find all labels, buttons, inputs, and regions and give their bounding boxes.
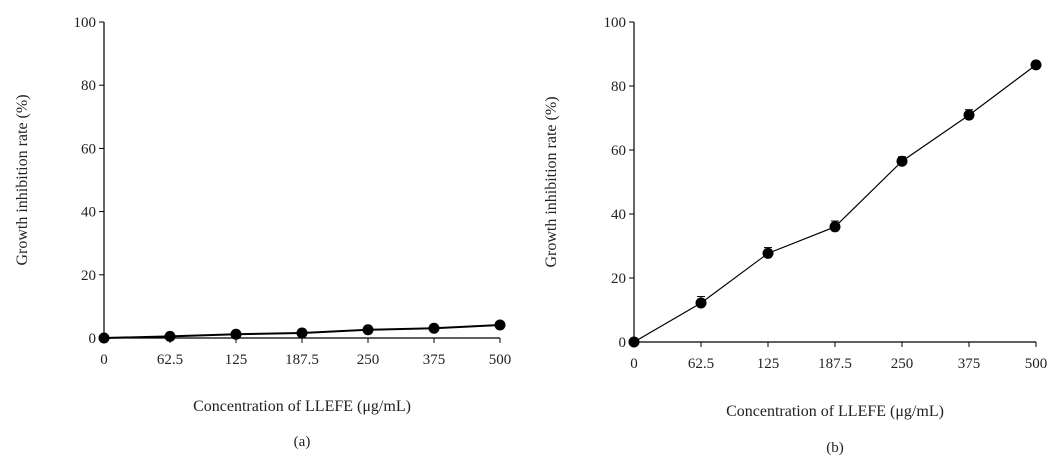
y-tick-label: 0 [89,331,97,347]
y-tick-label: 100 [604,15,627,31]
x-tick-label: 62.5 [157,352,183,368]
data-point [428,322,440,334]
y-tick-label: 20 [611,271,626,287]
y-tick-label: 100 [74,15,97,31]
x-tick-label: 250 [891,356,914,372]
data-point [1030,59,1042,71]
data-point [628,336,640,348]
data-point [98,332,110,344]
x-axis-title: Concentration of LLEFE (μg/mL) [726,403,944,420]
data-point [896,155,908,167]
y-tick-label: 80 [81,78,96,94]
y-tick-label: 40 [81,205,96,221]
panel-label: (b) [826,440,844,456]
data-point [762,247,774,259]
x-tick-label: 62.5 [688,356,714,372]
y-tick-label: 80 [611,79,626,95]
y-tick-label: 40 [611,207,626,223]
y-axis-title: Growth inhibition rate (%) [14,94,31,265]
x-tick-label: 187.5 [818,356,852,372]
y-tick-label: 0 [619,335,627,351]
data-point [695,297,707,309]
x-tick-label: 125 [225,352,248,368]
x-tick-label: 500 [489,352,512,368]
y-tick-label: 60 [611,143,626,159]
x-tick-label: 500 [1025,356,1048,372]
x-axis-title: Concentration of LLEFE (μg/mL) [193,398,411,415]
data-point [230,328,242,340]
series-line [633,64,1037,343]
chart-panel-a: 0 20 40 60 80 100 0 62.5 125 187.5 250 375 500 Growth… [14,15,511,450]
x-tick-label: 187.5 [285,352,319,368]
y-tick-label: 60 [81,141,96,157]
data-point [494,319,506,331]
x-tick-label: 250 [357,352,380,368]
data-point [296,327,308,339]
x-tick-label: 375 [423,352,446,368]
chart-panel-b: 0 20 40 60 80 100 0 62.5 125 187.5 250 375 500 Growth… [543,15,1047,456]
panel-label: (a) [294,434,311,450]
y-axis-title: Growth inhibition rate (%) [543,96,560,267]
data-point [164,330,176,342]
x-tick-label: 0 [100,352,108,368]
x-tick-label: 375 [958,356,981,372]
y-tick-label: 20 [81,268,96,284]
data-point [963,109,975,121]
data-point [829,221,841,233]
x-tick-label: 0 [630,356,638,372]
x-tick-label: 125 [757,356,780,372]
data-point [362,324,374,336]
